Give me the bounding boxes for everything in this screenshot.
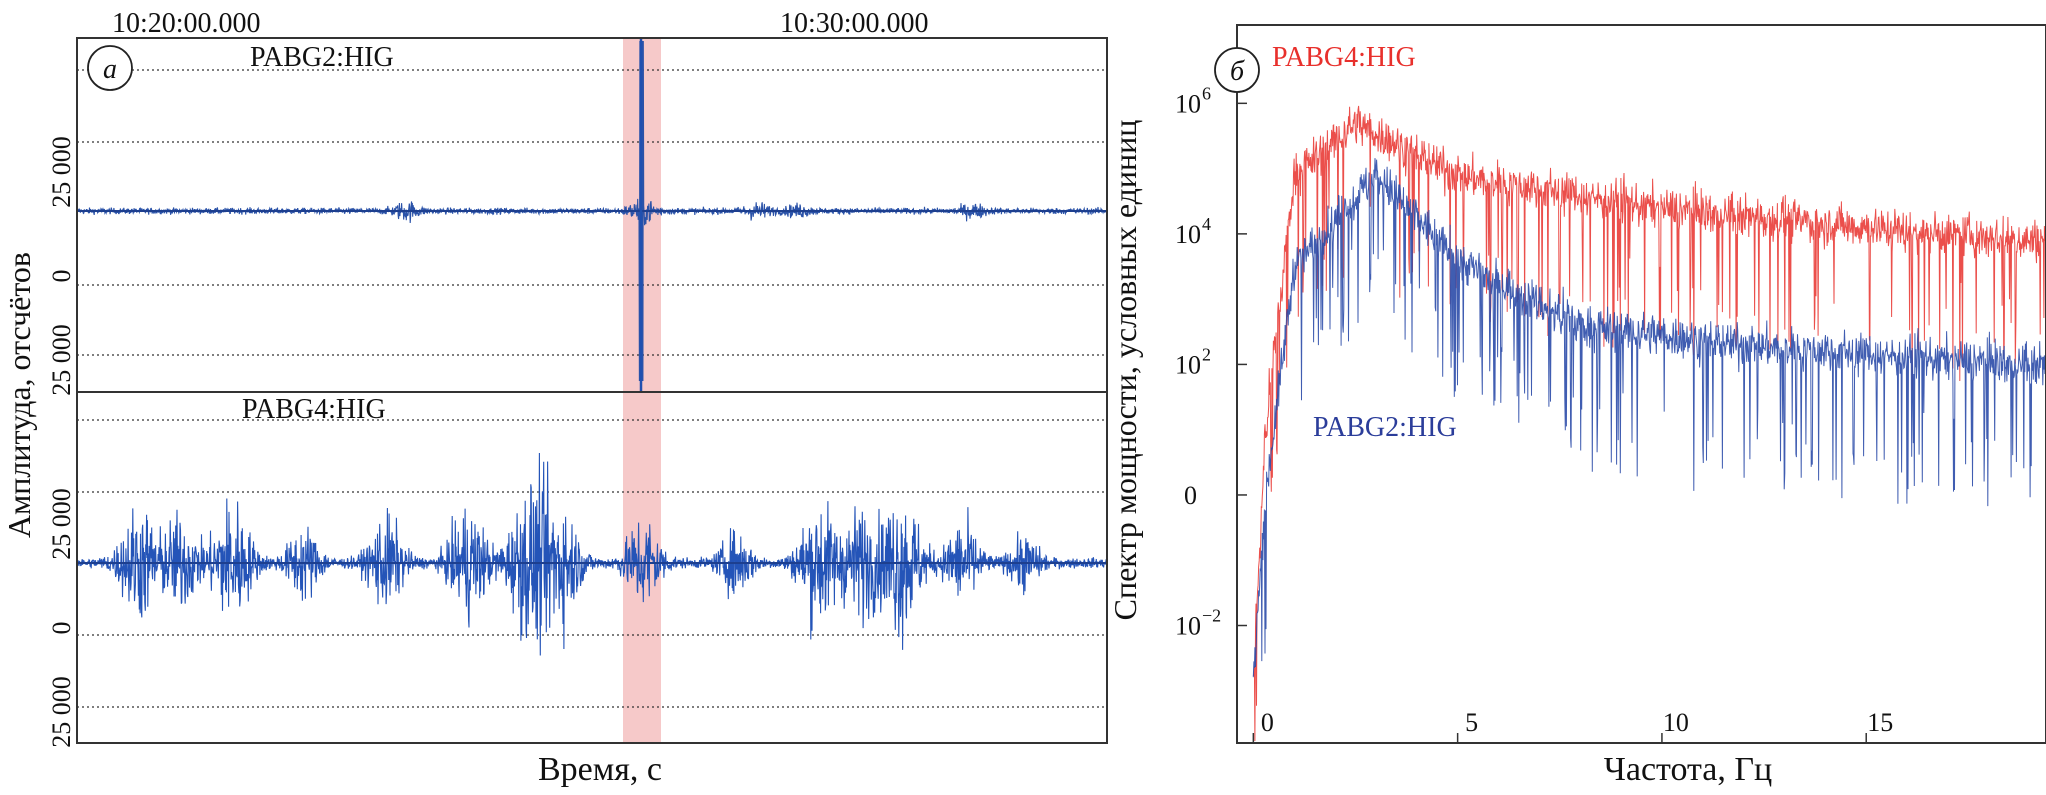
bottom-ytick-1: 25 000 bbox=[47, 676, 76, 748]
panel-b-frame bbox=[1236, 24, 2046, 744]
y-tick-label-3: 10 bbox=[1175, 350, 1201, 379]
panel-letter-a: а bbox=[103, 54, 117, 85]
panel-a-frame bbox=[76, 37, 1108, 744]
x-tick-label-4: 15 bbox=[1867, 708, 1893, 737]
panel-letter-b: б bbox=[1230, 56, 1245, 87]
series-label-pabg4: PABG4:HIG bbox=[242, 394, 386, 425]
spectrum-label-pabg2: PABG2:HIG bbox=[1313, 412, 1457, 443]
top-gridlines bbox=[77, 69, 1107, 356]
bottom-gridlines bbox=[77, 419, 1107, 708]
series-spectrum-pabg4 bbox=[1252, 105, 2046, 742]
top-y-ticks: 25 000 0 25 000 bbox=[47, 136, 76, 396]
spectrum-label-pabg4: PABG4:HIG bbox=[1272, 42, 1416, 73]
panel-a: 10:20:00.000 10:30:00.000 а PABG2 bbox=[1, 8, 1108, 788]
x-tick-label-1: 0 bbox=[1261, 708, 1274, 737]
y-tick-exponent-1: 6 bbox=[1202, 83, 1211, 103]
x-tick-labels-b: 0 5 10 15 bbox=[1252, 708, 1893, 743]
x-axis-label-b: Частота, Гц bbox=[1604, 751, 1772, 788]
time-tick-1: 10:20:00.000 bbox=[112, 8, 261, 39]
y-tick-exponent-5: −2 bbox=[1202, 606, 1221, 626]
top-ytick-2: 0 bbox=[47, 270, 76, 283]
bottom-ytick-3: 25 000 bbox=[47, 488, 76, 560]
y-tick-label-2: 10 bbox=[1175, 220, 1201, 249]
panel-label-a: а bbox=[87, 45, 133, 91]
series-spectrum-pabg2 bbox=[1252, 158, 2046, 678]
series-trace-pabg4 bbox=[76, 452, 1108, 656]
x-tick-label-2: 5 bbox=[1465, 708, 1478, 737]
y-axis-label-b: Спектр мощности, условных единиц bbox=[1107, 120, 1143, 621]
bottom-ytick-2: 0 bbox=[47, 622, 76, 635]
y-tick-exponent-3: 2 bbox=[1202, 344, 1211, 364]
y-tick-exponent-2: 4 bbox=[1202, 214, 1211, 234]
top-ytick-3: 25 000 bbox=[47, 136, 76, 208]
y-tick-label-1: 10 bbox=[1175, 89, 1201, 118]
top-ytick-1: 25 000 bbox=[47, 324, 76, 396]
y-tick-label-4: 0 bbox=[1184, 481, 1197, 510]
series-label-pabg2: PABG2:HIG bbox=[250, 42, 394, 73]
bottom-y-ticks: 25 000 0 25 000 bbox=[47, 488, 76, 748]
y-axis-label-a: Амплитуда, отсчётов bbox=[1, 252, 37, 538]
y-tick-label-5: 10 bbox=[1175, 612, 1201, 641]
time-tick-2: 10:30:00.000 bbox=[780, 8, 929, 39]
x-tick-label-3: 10 bbox=[1663, 708, 1689, 737]
x-axis-label-a: Время, с bbox=[538, 751, 662, 788]
panel-label-b: б bbox=[1214, 47, 1260, 93]
